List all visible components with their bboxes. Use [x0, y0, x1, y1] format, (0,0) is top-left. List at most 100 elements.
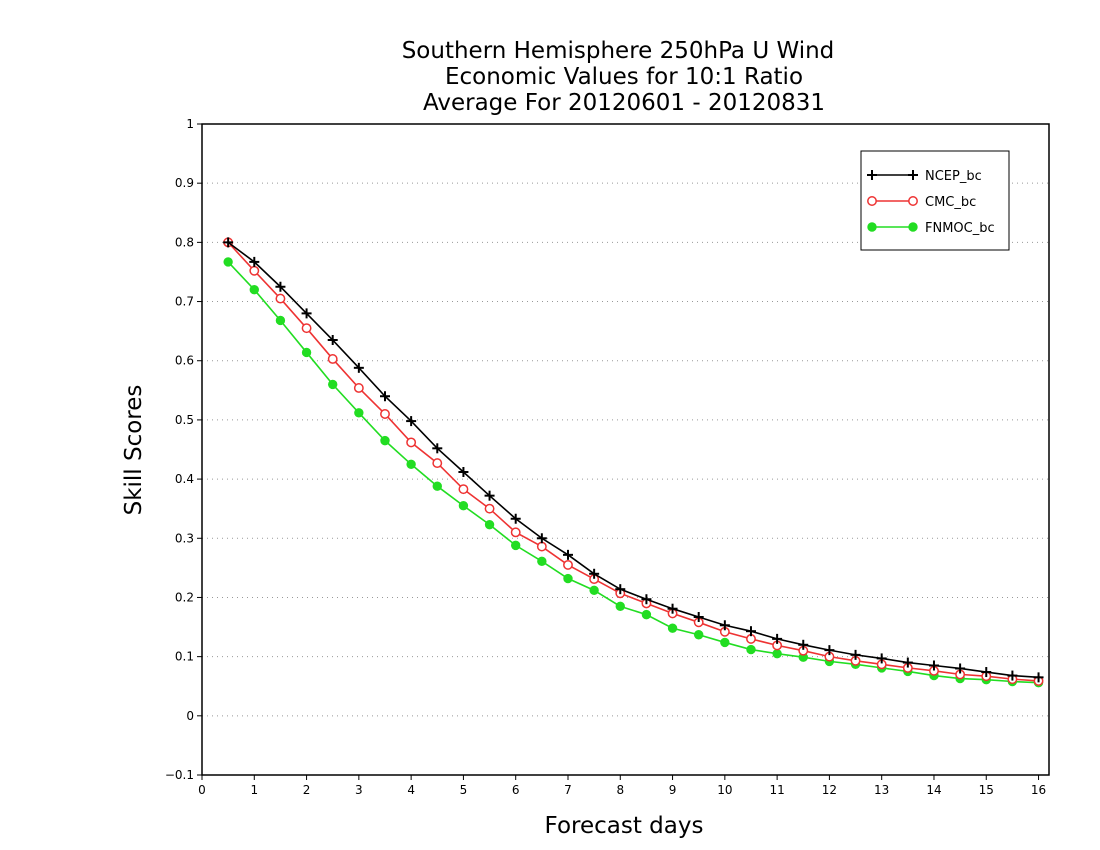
- plot-area-frame: [201, 123, 1050, 776]
- data-point-plus: [301, 308, 312, 319]
- y-tick-label: 0.7: [175, 295, 194, 309]
- y-tick-label: −0.1: [165, 768, 194, 782]
- axis-ticks: −0.100.10.20.30.40.50.60.70.80.910 1 2 3 4 5 6…: [165, 117, 1046, 797]
- data-point-plus: [223, 237, 234, 248]
- x-tick-label: 6: [512, 783, 520, 797]
- title-line-2: Economic Values for 10:1 Ratio: [445, 64, 803, 90]
- legend-item-CMC_bc: CMC_bc: [867, 195, 976, 210]
- data-point-open-circle: [510, 527, 521, 538]
- data-point-open-circle: [458, 484, 469, 495]
- data-point-open-circle: [432, 458, 443, 469]
- data-point-open-circle: [327, 354, 338, 364]
- y-axis-title: Skill Scores: [121, 385, 147, 516]
- title-line-1: Southern Hemisphere 250hPa U Wind: [402, 38, 835, 64]
- x-tick-label: 3: [355, 783, 363, 797]
- x-tick-label: 14: [926, 783, 941, 797]
- data-point-open-circle: [301, 323, 312, 334]
- series-FNMOC_bc: [223, 257, 1044, 688]
- x-tick-label: 0: [198, 783, 206, 797]
- y-tick-label: 0.3: [175, 531, 194, 545]
- data-point-plus: [484, 490, 495, 501]
- data-point-filled-circle: [693, 630, 704, 640]
- data-point-plus: [981, 667, 992, 678]
- x-axis-title: Forecast days: [545, 813, 704, 839]
- data-point-filled-circle: [772, 648, 782, 659]
- legend-label: NCEP_bc: [925, 169, 982, 184]
- data-point-open-circle: [563, 559, 573, 570]
- legend: NCEP_bc CMC_bc FNMOC_bc: [860, 150, 1010, 251]
- data-point-plus: [902, 657, 913, 668]
- data-point-open-circle: [353, 383, 364, 393]
- data-point-plus: [353, 362, 364, 373]
- data-point-filled-circle: [641, 609, 652, 620]
- y-tick-label: 0: [186, 709, 194, 723]
- data-point-plus: [1007, 670, 1018, 681]
- data-point-open-circle: [406, 437, 417, 448]
- data-point-filled-circle: [328, 379, 338, 390]
- data-point-filled-circle: [380, 435, 390, 446]
- x-tick-label: 8: [616, 783, 624, 797]
- data-point-filled-circle: [223, 257, 233, 267]
- data-point-plus: [249, 256, 260, 267]
- data-point-plus: [562, 549, 573, 560]
- data-point-plus: [510, 513, 521, 524]
- data-point-plus: [928, 660, 939, 671]
- legend-item-FNMOC_bc: FNMOC_bc: [867, 221, 995, 236]
- chart-title: Southern Hemisphere 250hPa U Wind Econom…: [402, 38, 835, 116]
- data-point-plus: [745, 626, 756, 637]
- data-point-plus: [379, 391, 390, 402]
- data-point-plus: [536, 533, 547, 544]
- x-tick-label: 12: [822, 783, 837, 797]
- y-tick-label: 0.1: [175, 650, 194, 664]
- data-point-open-circle: [536, 541, 547, 552]
- x-tick-label: 2: [303, 783, 311, 797]
- x-tick-label: 11: [769, 783, 784, 797]
- series-CMC_bc: [223, 237, 1044, 686]
- x-tick-label: 16: [1031, 783, 1046, 797]
- data-point-open-circle: [275, 293, 286, 304]
- data-point-plus: [955, 663, 966, 674]
- data-point-filled-circle: [511, 540, 521, 551]
- legend-label: CMC_bc: [925, 195, 976, 210]
- data-point-plus: [667, 603, 678, 614]
- data-point-filled-circle: [908, 222, 918, 232]
- data-point-filled-circle: [746, 644, 756, 655]
- data-point-filled-circle: [867, 222, 877, 232]
- series-NCEP_bc: [223, 237, 1044, 683]
- x-tick-label: 9: [669, 783, 677, 797]
- data-point-filled-circle: [615, 601, 625, 612]
- y-tick-label: 0.6: [175, 354, 194, 368]
- y-tick-label: 1: [186, 117, 194, 131]
- gridlines: [202, 182, 1049, 717]
- data-point-open-circle: [484, 503, 495, 514]
- data-point-plus: [406, 416, 417, 427]
- data-point-plus: [908, 170, 918, 180]
- data-point-filled-circle: [406, 459, 416, 469]
- x-tick-label: 15: [979, 783, 994, 797]
- data-point-filled-circle: [458, 501, 469, 511]
- data-point-filled-circle: [275, 315, 286, 326]
- x-tick-label: 13: [874, 783, 889, 797]
- data-point-plus: [327, 335, 338, 346]
- data-point-plus: [876, 653, 887, 664]
- data-point-plus: [458, 466, 469, 477]
- data-point-filled-circle: [720, 637, 730, 648]
- y-tick-label: 0.5: [175, 413, 194, 427]
- data-point-open-circle: [249, 265, 260, 276]
- data-point-plus: [719, 620, 730, 631]
- data-point-plus: [641, 594, 652, 605]
- y-tick-label: 0.9: [175, 176, 194, 190]
- data-point-plus: [850, 649, 861, 660]
- data-point-filled-circle: [301, 347, 312, 358]
- data-point-plus: [867, 170, 877, 180]
- data-point-filled-circle: [589, 585, 599, 596]
- data-point-filled-circle: [563, 573, 573, 584]
- data-point-filled-circle: [484, 519, 495, 530]
- data-point-filled-circle: [537, 556, 547, 567]
- series-lines: [223, 237, 1044, 688]
- series-line: [227, 241, 1039, 679]
- legend-label: FNMOC_bc: [925, 221, 995, 236]
- data-point-plus: [772, 633, 783, 644]
- y-tick-label: 0.2: [175, 590, 194, 604]
